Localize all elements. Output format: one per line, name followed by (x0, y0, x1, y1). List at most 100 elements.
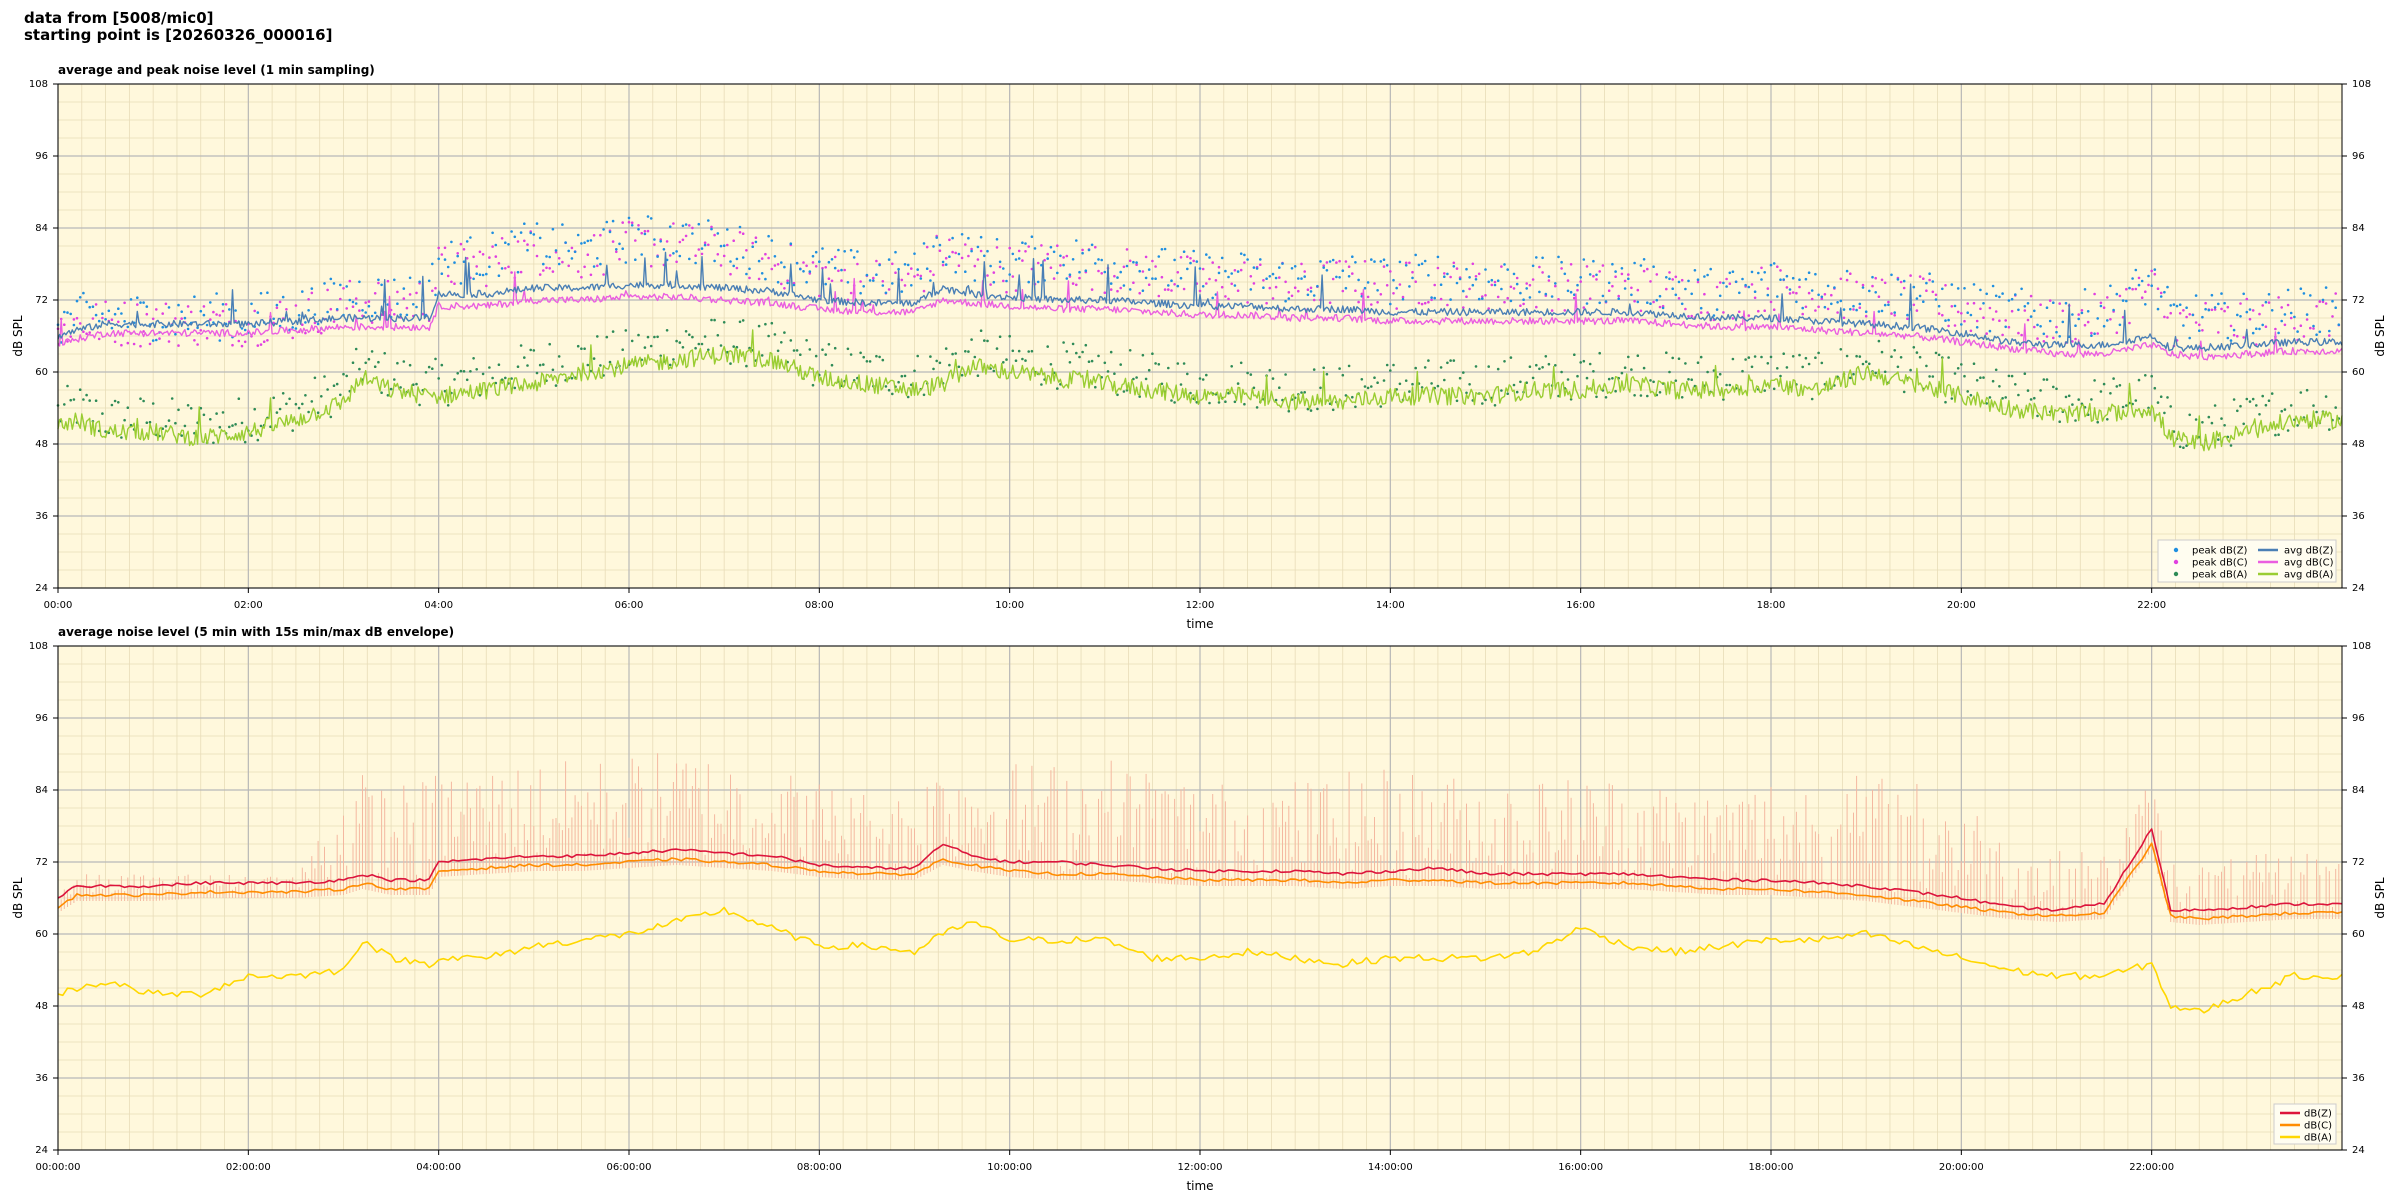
peak-dba-point (1430, 382, 1433, 385)
peak-dba-point (1049, 363, 1053, 366)
peak-dba-point (1953, 372, 1957, 375)
peak-dbz-point (1731, 270, 1735, 274)
peak-dbz-point (310, 287, 314, 290)
peak-dba-point (1623, 366, 1627, 370)
peak-dbc-point (1646, 267, 1649, 271)
peak-dba-point (649, 344, 653, 348)
peak-dba-point (1176, 362, 1180, 365)
peak-dbz-point (1144, 276, 1148, 280)
peak-dbz-point (488, 265, 491, 269)
peak-dbc-point (2210, 308, 2214, 312)
peak-dba-point (783, 331, 786, 334)
peak-dbz-point (2017, 308, 2020, 312)
peak-dba-point (1167, 366, 1170, 370)
peak-dba-point (237, 397, 241, 401)
peak-dba-point (976, 374, 980, 378)
peak-dbc-point (1776, 265, 1779, 269)
peak-dba-point (1379, 405, 1383, 408)
peak-dbc-point (1918, 275, 1922, 278)
peak-dbz-point (1224, 269, 1227, 273)
peak-dba-point (1893, 349, 1896, 352)
peak-dbc-point (1052, 277, 1056, 280)
peak-dbc-point (948, 238, 951, 242)
peak-dba-point (2277, 433, 2280, 437)
peak-dbz-point (1554, 282, 1557, 285)
peak-dba-point (88, 399, 91, 402)
peak-dbz-point (1975, 326, 1979, 329)
peak-dbc-point (1284, 280, 1287, 284)
peak-dba-point (1014, 359, 1018, 363)
peak-dba-point (1918, 355, 1922, 359)
peak-dba-point (1341, 373, 1345, 377)
peak-dbz-point (615, 248, 618, 251)
peak-dba-point (1874, 371, 1877, 375)
peak-dba-point (1363, 385, 1367, 388)
peak-dba-point (1252, 386, 1256, 390)
peak-dbc-point (2198, 323, 2201, 327)
peak-dbc-point (2156, 287, 2160, 291)
peak-dba-point (561, 365, 564, 368)
peak-dbc-point (456, 252, 460, 255)
x-tick-label: 00:00:00 (36, 1162, 81, 1173)
x-tick-label: 14:00:00 (1368, 1162, 1413, 1173)
peak-dba-point (624, 329, 628, 332)
peak-dba-point (1649, 379, 1652, 382)
peak-dba-point (465, 378, 469, 382)
peak-dbz-point (209, 301, 212, 304)
peak-dbz-point (1868, 289, 1871, 293)
peak-dbz-point (929, 279, 932, 282)
peak-dbz-point (681, 224, 685, 228)
peak-dbc-point (1474, 275, 1478, 278)
peak-dbc-point (1119, 286, 1122, 290)
peak-dbz-point (2109, 284, 2112, 288)
peak-dbc-point (1236, 289, 1240, 293)
peak-dbz-point (2163, 290, 2166, 294)
peak-dba-point (878, 355, 881, 359)
peak-dba-point (2045, 378, 2049, 381)
peak-dbz-point (2286, 288, 2290, 292)
peak-dbc-point (1541, 271, 1544, 274)
peak-dbc-point (117, 320, 120, 324)
peak-dbc-point (1220, 285, 1224, 289)
peak-dbz-point (2213, 306, 2217, 309)
peak-dbz-point (180, 310, 183, 314)
peak-dbz-point (821, 247, 824, 250)
peak-dbz-point (91, 305, 95, 309)
peak-dbz-point (862, 285, 865, 288)
peak-dbc-point (2029, 294, 2033, 298)
peak-dbz-point (919, 277, 923, 280)
x-tick-label: 00:00 (44, 600, 73, 611)
peak-dbc-point (1861, 283, 1865, 287)
peak-dbc-point (1081, 248, 1084, 252)
peak-dbz-point (1864, 310, 1868, 314)
peak-dba-point (339, 393, 342, 397)
peak-dba-point (1975, 379, 1979, 382)
peak-dbz-point (1382, 258, 1386, 262)
peak-dbz-point (995, 238, 999, 241)
peak-dbc-point (700, 252, 704, 256)
peak-dbz-point (2178, 303, 2182, 307)
peak-dba-point (2172, 430, 2176, 433)
peak-dbc-point (2274, 327, 2277, 331)
peak-dbz-point (1757, 271, 1760, 275)
peak-dba-point (2305, 388, 2309, 392)
peak-dbz-point (2232, 328, 2236, 332)
peak-dbc-point (716, 253, 720, 256)
peak-dbz-point (380, 283, 383, 287)
peak-dbc-point (713, 233, 716, 237)
peak-dbz-point (1430, 296, 1433, 299)
peak-dba-point (313, 376, 317, 380)
peak-dbz-point (925, 267, 929, 271)
peak-dbc-point (507, 265, 510, 269)
peak-dbz-point (1094, 262, 1097, 265)
peak-dba-point (764, 322, 767, 326)
peak-dbc-point (1750, 283, 1754, 286)
peak-dbz-point (2071, 313, 2074, 316)
peak-dbz-point (510, 230, 513, 233)
peak-dbz-point (519, 231, 523, 234)
y-tick-label-right: 60 (2352, 367, 2365, 378)
peak-dbz-point (469, 236, 472, 239)
peak-dbz-point (440, 272, 444, 276)
peak-dba-point (948, 363, 951, 367)
peak-dbc-point (1623, 279, 1627, 283)
